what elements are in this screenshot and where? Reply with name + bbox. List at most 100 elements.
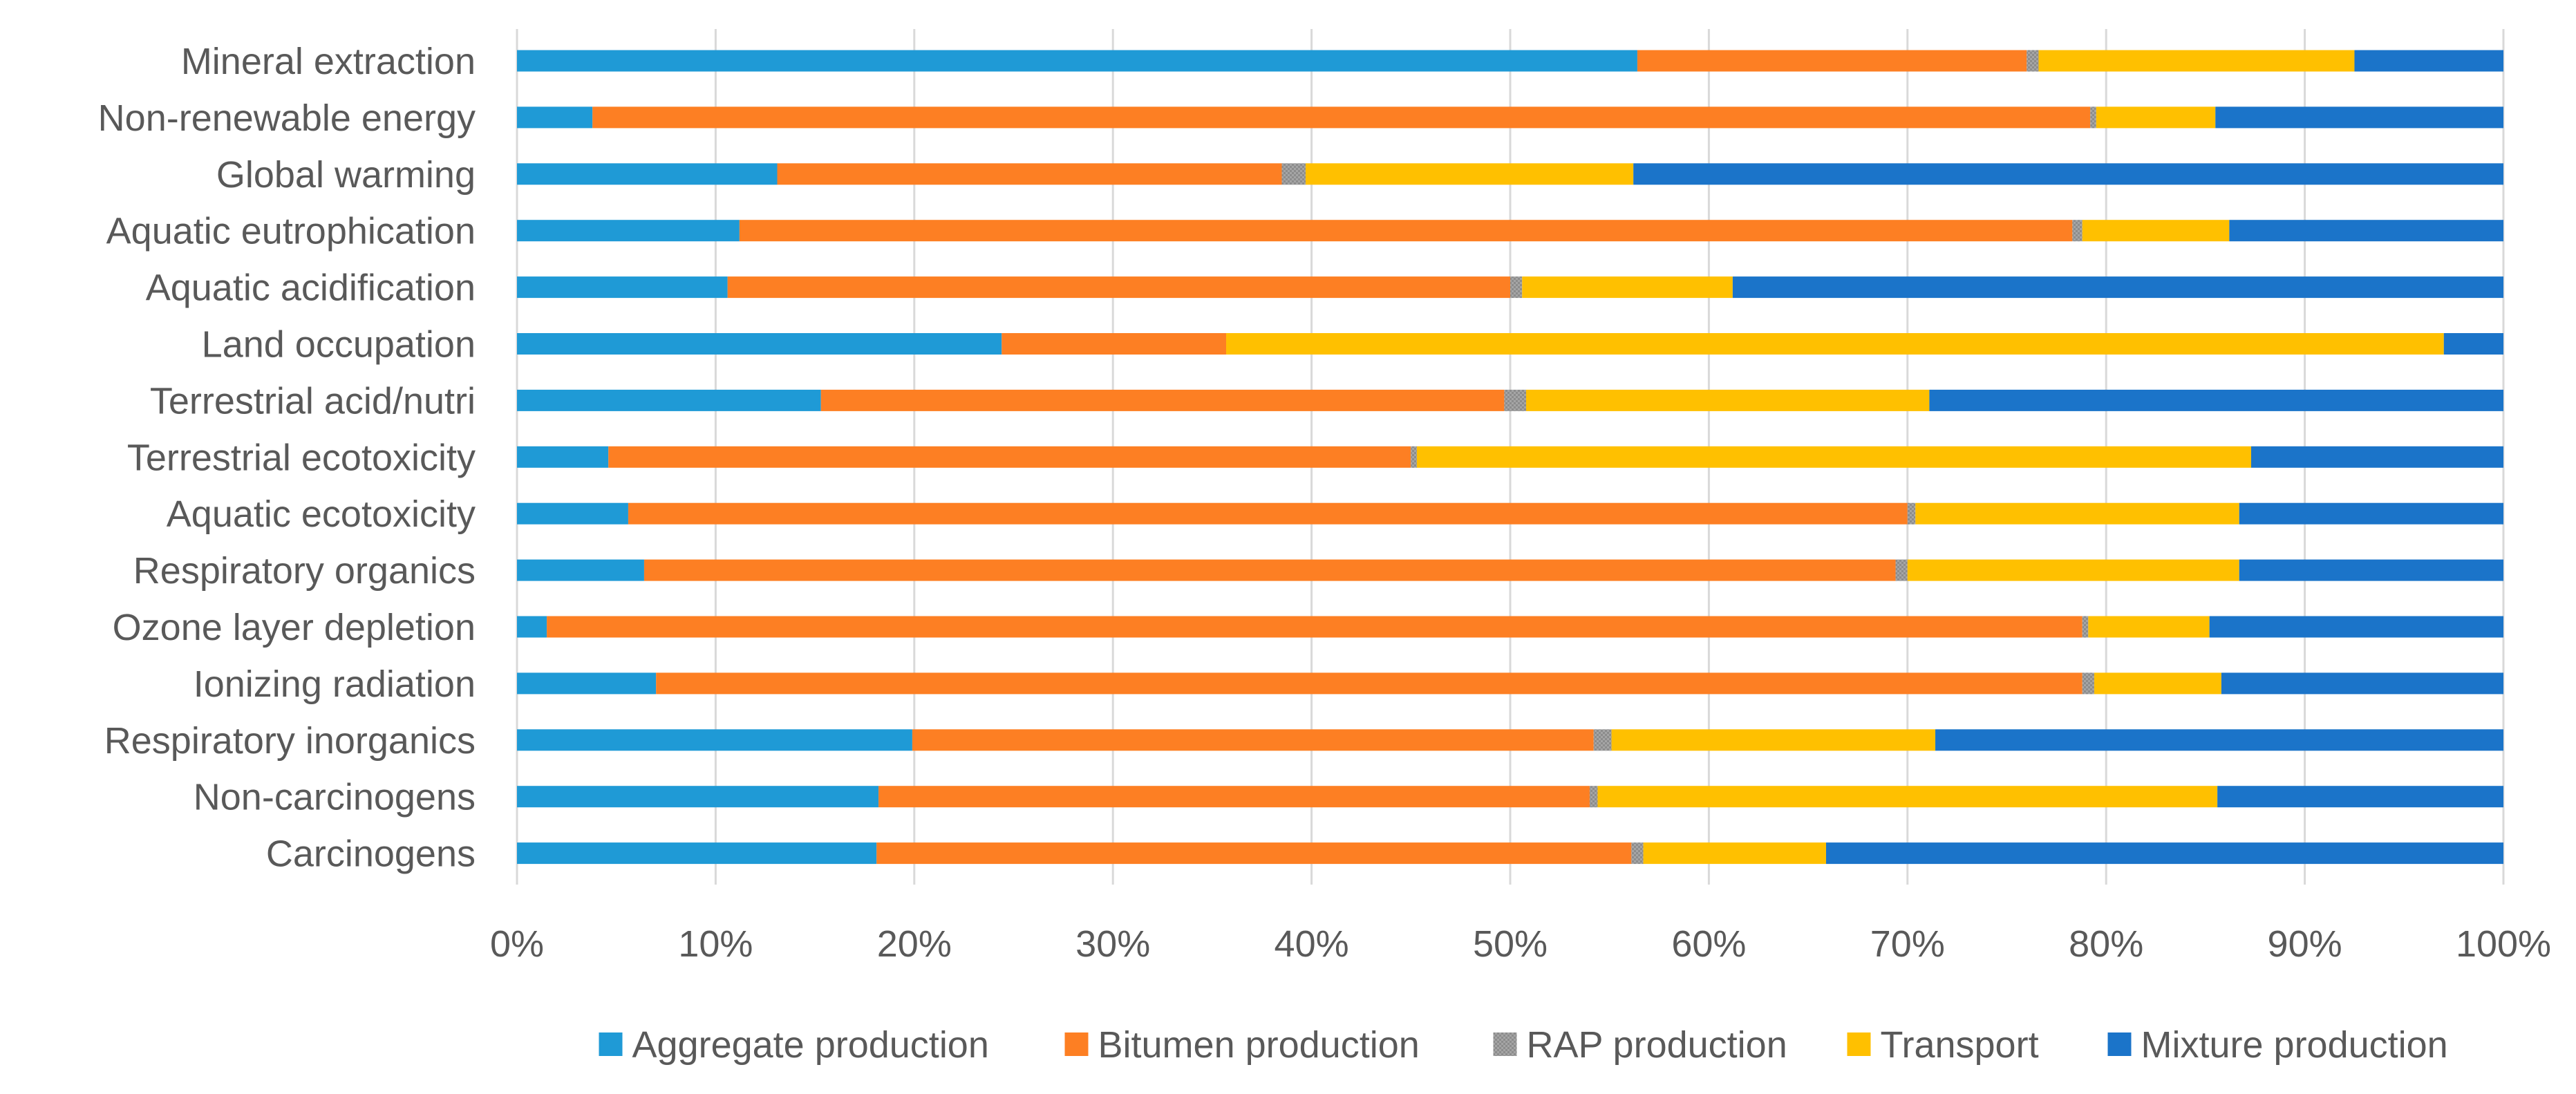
- bar-segment-bitumen-production: [656, 672, 2083, 695]
- x-tick-label: 100%: [2456, 923, 2551, 965]
- bar-segment-aggregate-production: [517, 616, 547, 638]
- bar-segment-mixture-production: [1825, 842, 2503, 865]
- bar-segment-mixture-production: [2354, 50, 2503, 72]
- bar-segment-aggregate-production: [517, 786, 879, 808]
- x-tick-label: 10%: [678, 923, 753, 965]
- bar-segment-rap-production: [2090, 106, 2096, 129]
- bar-segment-transport: [1597, 786, 2218, 808]
- category-label: Respiratory inorganics: [104, 720, 476, 762]
- category-label: Aquatic eutrophication: [106, 211, 476, 252]
- bar-segment-rap-production: [2082, 616, 2089, 638]
- bar-segment-transport: [1525, 389, 1930, 411]
- legend-swatch-transport: [1847, 1032, 1871, 1056]
- bar-segment-aggregate-production: [517, 333, 1002, 355]
- bar-segment-aggregate-production: [517, 729, 912, 751]
- bar-segment-bitumen-production: [878, 786, 1590, 808]
- bar-segment-rap-production: [1510, 276, 1523, 299]
- bar-segment-transport: [2088, 616, 2210, 638]
- bar-segment-mixture-production: [2221, 672, 2503, 695]
- bar-segment-aggregate-production: [517, 842, 877, 865]
- bar-segment-aggregate-production: [517, 106, 593, 129]
- category-label: Respiratory organics: [133, 550, 476, 592]
- bar-segment-transport: [2082, 220, 2230, 242]
- legend-label: Bitumen production: [1098, 1024, 1420, 1066]
- bar-segment-aggregate-production: [517, 389, 821, 411]
- bar-segment-mixture-production: [2239, 502, 2503, 525]
- bar-segment-mixture-production: [2209, 616, 2503, 638]
- bar-segment-bitumen-production: [628, 502, 1908, 525]
- x-tick-label: 80%: [2069, 923, 2143, 965]
- bar-segment-rap-production: [1589, 786, 1598, 808]
- x-tick-label: 60%: [1671, 923, 1746, 965]
- bar-segment-transport: [2094, 672, 2221, 695]
- bar-segment-mixture-production: [1929, 389, 2503, 411]
- category-label: Land occupation: [202, 324, 476, 366]
- x-tick-label: 20%: [877, 923, 952, 965]
- bar-segment-transport: [2038, 50, 2355, 72]
- bar-segment-aggregate-production: [517, 276, 728, 299]
- bar-segment-mixture-production: [2251, 446, 2503, 468]
- x-tick-label: 90%: [2268, 923, 2342, 965]
- bar-segment-aggregate-production: [517, 559, 644, 581]
- bar-segment-transport: [2096, 106, 2216, 129]
- bar-segment-rap-production: [1907, 502, 1916, 525]
- legend: Aggregate production Bitumen production RA…: [599, 1024, 2448, 1066]
- bar-segment-bitumen-production: [820, 389, 1505, 411]
- bar-segment-bitumen-production: [608, 446, 1411, 468]
- legend-label: RAP production: [1527, 1024, 1787, 1066]
- bar-segment-bitumen-production: [876, 842, 1632, 865]
- bar-segment-mixture-production: [1732, 276, 2503, 299]
- bar-segment-mixture-production: [2215, 106, 2503, 129]
- category-label: Non-renewable energy: [98, 97, 476, 139]
- category-label: Terrestrial ecotoxicity: [127, 437, 476, 478]
- x-tick-label: 0%: [490, 923, 544, 965]
- bar-segment-transport: [1522, 276, 1733, 299]
- bar-segment-bitumen-production: [777, 163, 1282, 185]
- bar-segment-mixture-production: [2239, 559, 2503, 581]
- category-label: Aquatic acidification: [146, 267, 476, 309]
- category-label: Non-carcinogens: [194, 777, 476, 818]
- bar-segment-rap-production: [2072, 220, 2083, 242]
- x-tick-label: 30%: [1075, 923, 1150, 965]
- bar-segment-aggregate-production: [517, 220, 740, 242]
- bar-segment-rap-production: [2027, 50, 2039, 72]
- bar-segment-bitumen-production: [739, 220, 2073, 242]
- bar-segment-rap-production: [1593, 729, 1612, 751]
- bar-segment-aggregate-production: [517, 50, 1637, 72]
- category-label: Carcinogens: [266, 833, 476, 875]
- x-tick-label: 40%: [1275, 923, 1349, 965]
- bar-segment-bitumen-production: [643, 559, 1896, 581]
- bar-segment-rap-production: [1631, 842, 1644, 865]
- bar-segment-bitumen-production: [1002, 333, 1227, 355]
- bar-segment-bitumen-production: [547, 616, 2083, 638]
- bar-segment-rap-production: [1411, 446, 1417, 468]
- x-tick-label: 50%: [1473, 923, 1548, 965]
- legend-label: Mixture production: [2141, 1024, 2448, 1066]
- bar-segment-transport: [1611, 729, 1936, 751]
- bar-segment-mixture-production: [2217, 786, 2503, 808]
- bar-segment-mixture-production: [1633, 163, 2503, 185]
- bar-segment-rap-production: [2082, 672, 2094, 695]
- x-tick-labels: 0% 10% 20% 30% 40% 50% 60% 70% 80% 90% 100%: [490, 923, 2551, 965]
- bar-segment-transport: [1226, 333, 2444, 355]
- category-label: Mineral extraction: [181, 41, 476, 82]
- bar-segment-bitumen-production: [592, 106, 2091, 129]
- bar-segment-aggregate-production: [517, 672, 657, 695]
- bar-segment-aggregate-production: [517, 502, 628, 525]
- bar-segment-transport: [1305, 163, 1634, 185]
- legend-label: Aggregate production: [632, 1024, 989, 1066]
- bar-segment-transport: [1907, 559, 2239, 581]
- bar-segment-rap-production: [1504, 389, 1526, 411]
- category-label: Aquatic ecotoxicity: [167, 493, 476, 535]
- legend-swatch-aggregate-production: [599, 1032, 623, 1056]
- legend-swatch-bitumen-production: [1064, 1032, 1089, 1056]
- category-label: Global warming: [216, 154, 476, 196]
- legend-swatch-rap-production: [1493, 1032, 1517, 1056]
- legend-label: Transport: [1881, 1024, 2039, 1066]
- x-tick-label: 70%: [1870, 923, 1945, 965]
- bar-segment-mixture-production: [1935, 729, 2503, 751]
- category-label: Ionizing radiation: [194, 663, 476, 705]
- bar-segment-transport: [1915, 502, 2239, 525]
